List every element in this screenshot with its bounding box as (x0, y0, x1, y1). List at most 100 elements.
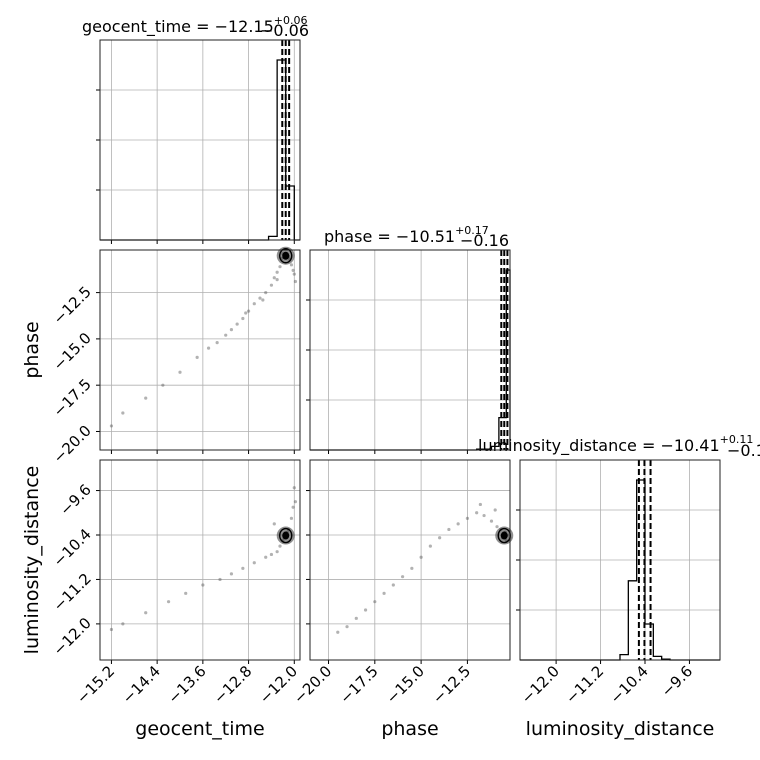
sample-point-phase_vs_luminosity_distance-17 (391, 583, 395, 587)
sample-point-geocent_time_vs_luminosity_distance-21 (293, 500, 298, 504)
panel-title-phase: phase = −10.51+0.17 (324, 224, 489, 246)
contour-core-geocent_time_vs_phase (282, 251, 290, 260)
sample-point-phase_vs_luminosity_distance-15 (410, 566, 414, 570)
sample-point-geocent_time_vs_luminosity_distance-15 (201, 583, 205, 587)
sample-point-phase_vs_luminosity_distance-22 (345, 625, 349, 629)
sample-point-geocent_time_vs_phase-28 (109, 424, 114, 428)
x-tick-label-luminosity_distance-2: −10.4 (607, 662, 652, 707)
x-tick-label-geocent_time-0: −15.2 (73, 662, 118, 707)
sample-point-geocent_time_vs_phase-25 (161, 383, 165, 387)
x-axis-title-phase: phase (381, 718, 438, 740)
y-tick-label-phase-2: −15.0 (50, 329, 95, 374)
axes-frame-geocent_time_vs_phase (99, 249, 301, 451)
sample-point-phase_vs_luminosity_distance-20 (363, 608, 368, 612)
x-tick-label-geocent_time-4: −12.0 (256, 662, 301, 707)
sample-point-geocent_time_vs_phase-24 (178, 370, 182, 374)
sample-point-geocent_time_vs_phase-19 (229, 328, 234, 332)
sample-point-geocent_time_vs_phase-18 (235, 322, 239, 326)
y-tick-label-luminosity_distance-3: −9.6 (56, 481, 94, 519)
sample-point-geocent_time_vs_phase-26 (144, 396, 148, 400)
sample-point-geocent_time_vs_luminosity_distance-12 (241, 566, 245, 570)
sample-point-phase_vs_luminosity_distance-14 (419, 555, 423, 559)
sample-point-phase_vs_luminosity_distance-27 (478, 502, 482, 507)
sample-point-phase_vs_luminosity_distance-13 (428, 544, 432, 548)
x-tick-label-luminosity_distance-0: −12.0 (518, 662, 563, 707)
sample-point-geocent_time_vs_luminosity_distance-8 (275, 550, 279, 554)
sample-point-phase_vs_luminosity_distance-8 (475, 511, 479, 515)
contour-outer-geocent_time_vs_phase (279, 248, 293, 264)
sample-point-geocent_time_vs_phase-23 (195, 355, 199, 360)
sample-point-geocent_time_vs_luminosity_distance-9 (269, 552, 274, 557)
axes-frame-phase (309, 249, 511, 451)
histogram-phase (310, 269, 511, 451)
sample-point-geocent_time_vs_phase-31 (244, 311, 248, 315)
sample-point-geocent_time_vs_phase-22 (206, 346, 211, 350)
sample-point-geocent_time_vs_phase-30 (261, 298, 265, 302)
sample-point-geocent_time_vs_luminosity_distance-20 (109, 627, 114, 632)
sample-point-geocent_time_vs_phase-11 (272, 276, 276, 280)
sample-point-phase_vs_luminosity_distance-16 (400, 575, 405, 579)
sample-point-geocent_time_vs_phase-16 (246, 309, 251, 313)
sample-point-geocent_time_vs_phase-10 (275, 270, 279, 274)
panel-title-phase-lower: −0.16 (460, 231, 509, 250)
y-tick-label-luminosity_distance-2: −10.4 (50, 525, 95, 570)
sample-point-geocent_time_vs_luminosity_distance-14 (218, 577, 222, 582)
y-tick-label-luminosity_distance-0: −12.0 (50, 614, 95, 659)
sample-point-geocent_time_vs_phase-32 (292, 272, 296, 276)
x-tick-label-luminosity_distance-3: −9.6 (658, 662, 696, 700)
y-axis-title-phase: phase (21, 321, 43, 378)
sample-point-geocent_time_vs_luminosity_distance-17 (166, 600, 171, 604)
contour-core-geocent_time_vs_luminosity_distance (282, 531, 290, 540)
sample-point-geocent_time_vs_luminosity_distance-11 (252, 561, 256, 565)
axes-frame-geocent_time (99, 39, 301, 241)
sample-point-geocent_time_vs_luminosity_distance-10 (264, 555, 268, 559)
sample-point-geocent_time_vs_phase-17 (241, 316, 245, 321)
sample-point-geocent_time_vs_luminosity_distance-6 (278, 544, 282, 548)
sample-point-geocent_time_vs_luminosity_distance-23 (272, 522, 276, 526)
x-tick-label-phase-0: −20.0 (290, 662, 335, 707)
sample-point-geocent_time_vs_luminosity_distance-5 (289, 516, 294, 520)
sample-point-geocent_time_vs_phase-20 (224, 333, 228, 337)
plot-layer: −20.0−17.5−15.0−12.5−12.0−11.2−10.4−9.6−… (50, 39, 721, 707)
x-tick-label-phase-2: −15.0 (383, 662, 428, 707)
sample-point-geocent_time_vs_phase-12 (269, 283, 274, 287)
y-tick-label-phase-0: −20.0 (50, 422, 95, 467)
histogram-geocent_time (100, 59, 300, 241)
x-tick-label-geocent_time-3: −12.8 (210, 662, 255, 707)
sample-point-phase_vs_luminosity_distance-12 (438, 536, 442, 540)
axes-frame-luminosity_distance (519, 459, 721, 661)
y-axis-title-luminosity-distance: luminosity_distance (21, 466, 43, 655)
sample-point-geocent_time_vs_phase-7 (289, 263, 294, 267)
sample-point-geocent_time_vs_phase-15 (252, 302, 256, 306)
sample-point-geocent_time_vs_phase-27 (121, 411, 125, 415)
sample-point-phase_vs_luminosity_distance-23 (336, 630, 340, 634)
y-tick-label-luminosity_distance-1: −11.2 (50, 570, 95, 615)
x-tick-label-geocent_time-2: −13.6 (164, 662, 209, 707)
x-tick-label-phase-3: −12.5 (429, 662, 474, 707)
axes-frame-geocent_time_vs_luminosity_distance (99, 459, 301, 661)
sample-point-phase_vs_luminosity_distance-6 (489, 519, 494, 523)
x-tick-label-luminosity_distance-1: −11.2 (562, 662, 607, 707)
sample-point-geocent_time_vs_luminosity_distance-16 (184, 591, 188, 595)
sample-point-geocent_time_vs_phase-33 (293, 279, 298, 284)
sample-point-geocent_time_vs_luminosity_distance-7 (291, 505, 295, 509)
panel-title-geocent-time: geocent_time = −12.15+0.06 (82, 14, 308, 37)
sample-point-phase_vs_luminosity_distance-11 (447, 527, 451, 532)
panel-title-luminosity-distance-lower: −0.10 (727, 441, 760, 460)
axes-frame-phase_vs_luminosity_distance (309, 459, 511, 661)
sample-point-phase_vs_luminosity_distance-5 (495, 525, 499, 529)
x-tick-label-geocent_time-1: −14.4 (119, 662, 164, 707)
sample-point-phase_vs_luminosity_distance-18 (382, 591, 386, 595)
sample-point-geocent_time_vs_phase-13 (264, 290, 268, 295)
sample-point-phase_vs_luminosity_distance-10 (456, 522, 460, 526)
sample-point-geocent_time_vs_phase-14 (258, 296, 262, 300)
x-tick-label-phase-1: −17.5 (336, 662, 381, 707)
y-tick-label-phase-3: −12.5 (50, 283, 95, 328)
contour-outer-geocent_time_vs_luminosity_distance (279, 527, 293, 544)
sample-point-phase_vs_luminosity_distance-21 (354, 616, 358, 620)
panel-title-luminosity-distance: luminosity_distance = −10.41+0.11 (478, 433, 753, 456)
sample-point-geocent_time_vs_phase-9 (291, 268, 295, 272)
panel-title-geocent-time-lower: −0.06 (260, 21, 309, 40)
contour-core-phase_vs_luminosity_distance (500, 531, 508, 540)
